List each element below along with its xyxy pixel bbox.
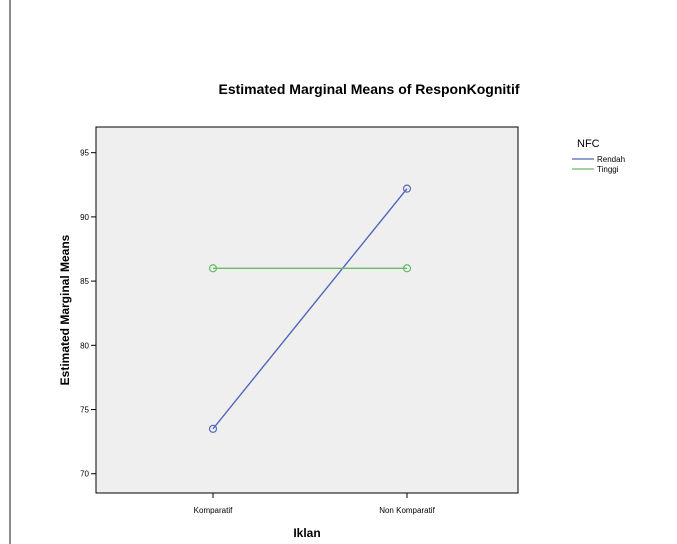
legend-label-rendah: Rendah	[597, 155, 625, 164]
x-tick-label: Non Komparatif	[379, 506, 435, 515]
legend-title: NFC	[577, 138, 600, 150]
x-tick-label: Komparatif	[194, 506, 233, 515]
y-axis-title: Estimated Marginal Means	[58, 234, 72, 385]
y-tick-label: 75	[80, 406, 89, 415]
chart-title: Estimated Marginal Means of ResponKognit…	[218, 81, 519, 97]
series-line-rendah	[212, 188, 408, 430]
y-tick-label: 85	[80, 277, 89, 286]
data-point-tinggi	[402, 264, 412, 273]
y-tick-label: 90	[80, 213, 89, 222]
data-point-rendah	[402, 184, 412, 193]
left-border-rule	[9, 0, 11, 544]
y-axis: 70 75 80 85 90 95	[80, 149, 96, 479]
x-axis-title: Iklan	[293, 526, 320, 540]
legend-label-tinggi: Tinggi	[597, 165, 619, 174]
plot-area	[95, 126, 519, 494]
y-tick-label: 95	[80, 149, 89, 158]
series-lines	[208, 184, 412, 433]
x-axis: Komparatif Non Komparatif	[194, 493, 436, 515]
data-point-rendah	[208, 424, 218, 433]
data-point-tinggi	[208, 264, 218, 273]
y-tick-label: 70	[80, 470, 89, 479]
y-tick-label: 80	[80, 341, 89, 350]
